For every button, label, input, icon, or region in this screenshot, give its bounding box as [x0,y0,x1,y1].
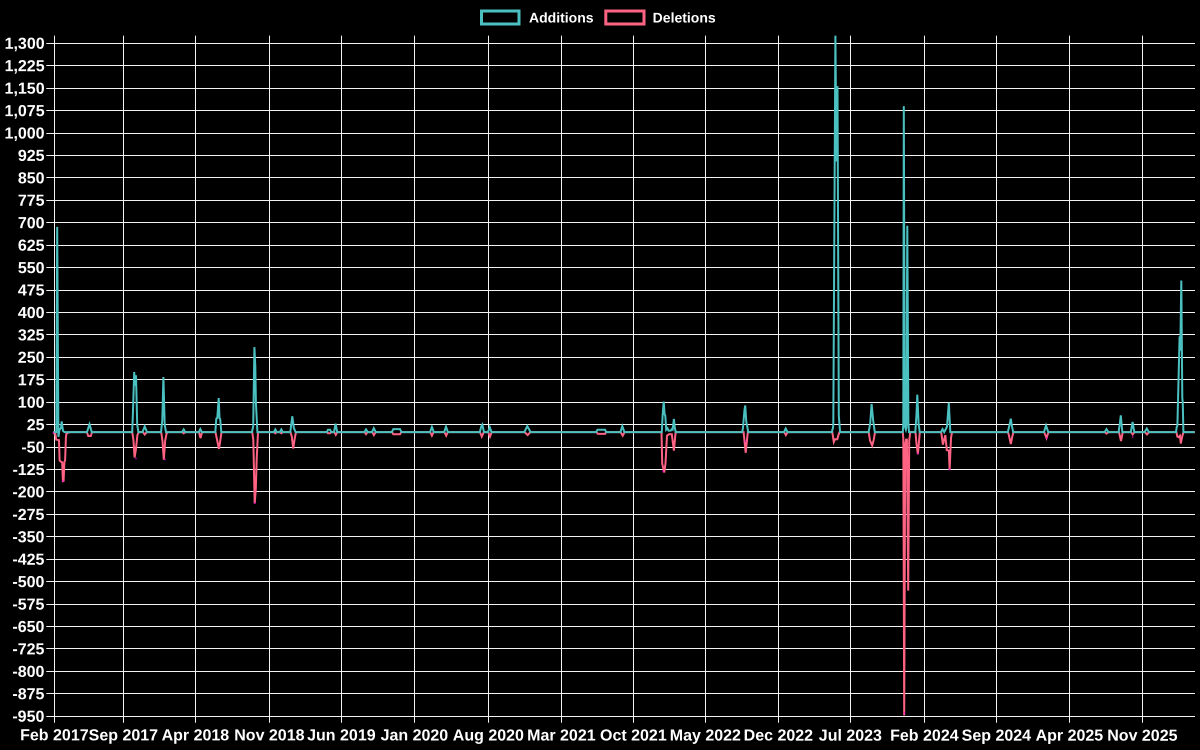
svg-text:-800: -800 [12,664,44,681]
svg-text:Dec 2022: Dec 2022 [744,728,813,745]
svg-text:Oct 2021: Oct 2021 [600,728,667,745]
svg-text:-425: -425 [12,552,44,569]
svg-text:Additions: Additions [529,9,594,25]
svg-text:-875: -875 [12,686,44,703]
svg-text:1,150: 1,150 [5,81,45,98]
svg-text:Nov 2025: Nov 2025 [1107,728,1177,745]
svg-text:-275: -275 [12,507,44,524]
svg-text:850: 850 [18,170,45,187]
svg-text:Sep 2024: Sep 2024 [962,728,1031,745]
svg-text:1,000: 1,000 [5,125,45,142]
svg-text:Aug 2020: Aug 2020 [453,727,524,744]
svg-text:Apr 2025: Apr 2025 [1036,728,1104,745]
svg-text:Feb 2024: Feb 2024 [890,728,959,745]
svg-text:475: 475 [18,282,45,299]
svg-text:325: 325 [18,327,45,344]
svg-text:-350: -350 [12,529,44,546]
svg-text:775: 775 [18,193,45,210]
svg-text:Jul 2023: Jul 2023 [819,728,882,745]
svg-text:625: 625 [18,238,45,255]
svg-text:1,225: 1,225 [5,58,45,75]
svg-text:-200: -200 [12,484,44,501]
svg-text:Nov 2018: Nov 2018 [234,727,304,744]
svg-text:Mar 2021: Mar 2021 [527,727,596,744]
svg-text:Jun 2019: Jun 2019 [307,727,376,744]
svg-text:550: 550 [18,260,45,277]
svg-text:-500: -500 [12,574,44,591]
svg-text:-725: -725 [12,641,44,658]
svg-text:Deletions: Deletions [653,10,716,26]
svg-text:Feb 2017: Feb 2017 [20,727,89,744]
svg-text:1,075: 1,075 [5,103,45,120]
svg-text:925: 925 [18,148,45,165]
svg-text:100: 100 [18,395,45,412]
svg-text:400: 400 [18,305,45,322]
svg-text:May 2022: May 2022 [670,728,741,745]
svg-text:700: 700 [18,215,45,232]
svg-text:175: 175 [18,372,45,389]
svg-text:250: 250 [18,350,45,367]
svg-text:-575: -575 [12,597,44,614]
svg-text:-650: -650 [12,619,44,636]
svg-text:Jan 2020: Jan 2020 [381,727,449,744]
svg-text:-125: -125 [12,462,44,479]
svg-text:-50: -50 [21,440,44,457]
svg-text:1,300: 1,300 [5,36,45,53]
svg-text:25: 25 [27,417,45,434]
svg-text:Apr 2018: Apr 2018 [162,727,230,744]
svg-text:Sep 2017: Sep 2017 [89,727,158,744]
svg-text:-950: -950 [12,709,44,726]
